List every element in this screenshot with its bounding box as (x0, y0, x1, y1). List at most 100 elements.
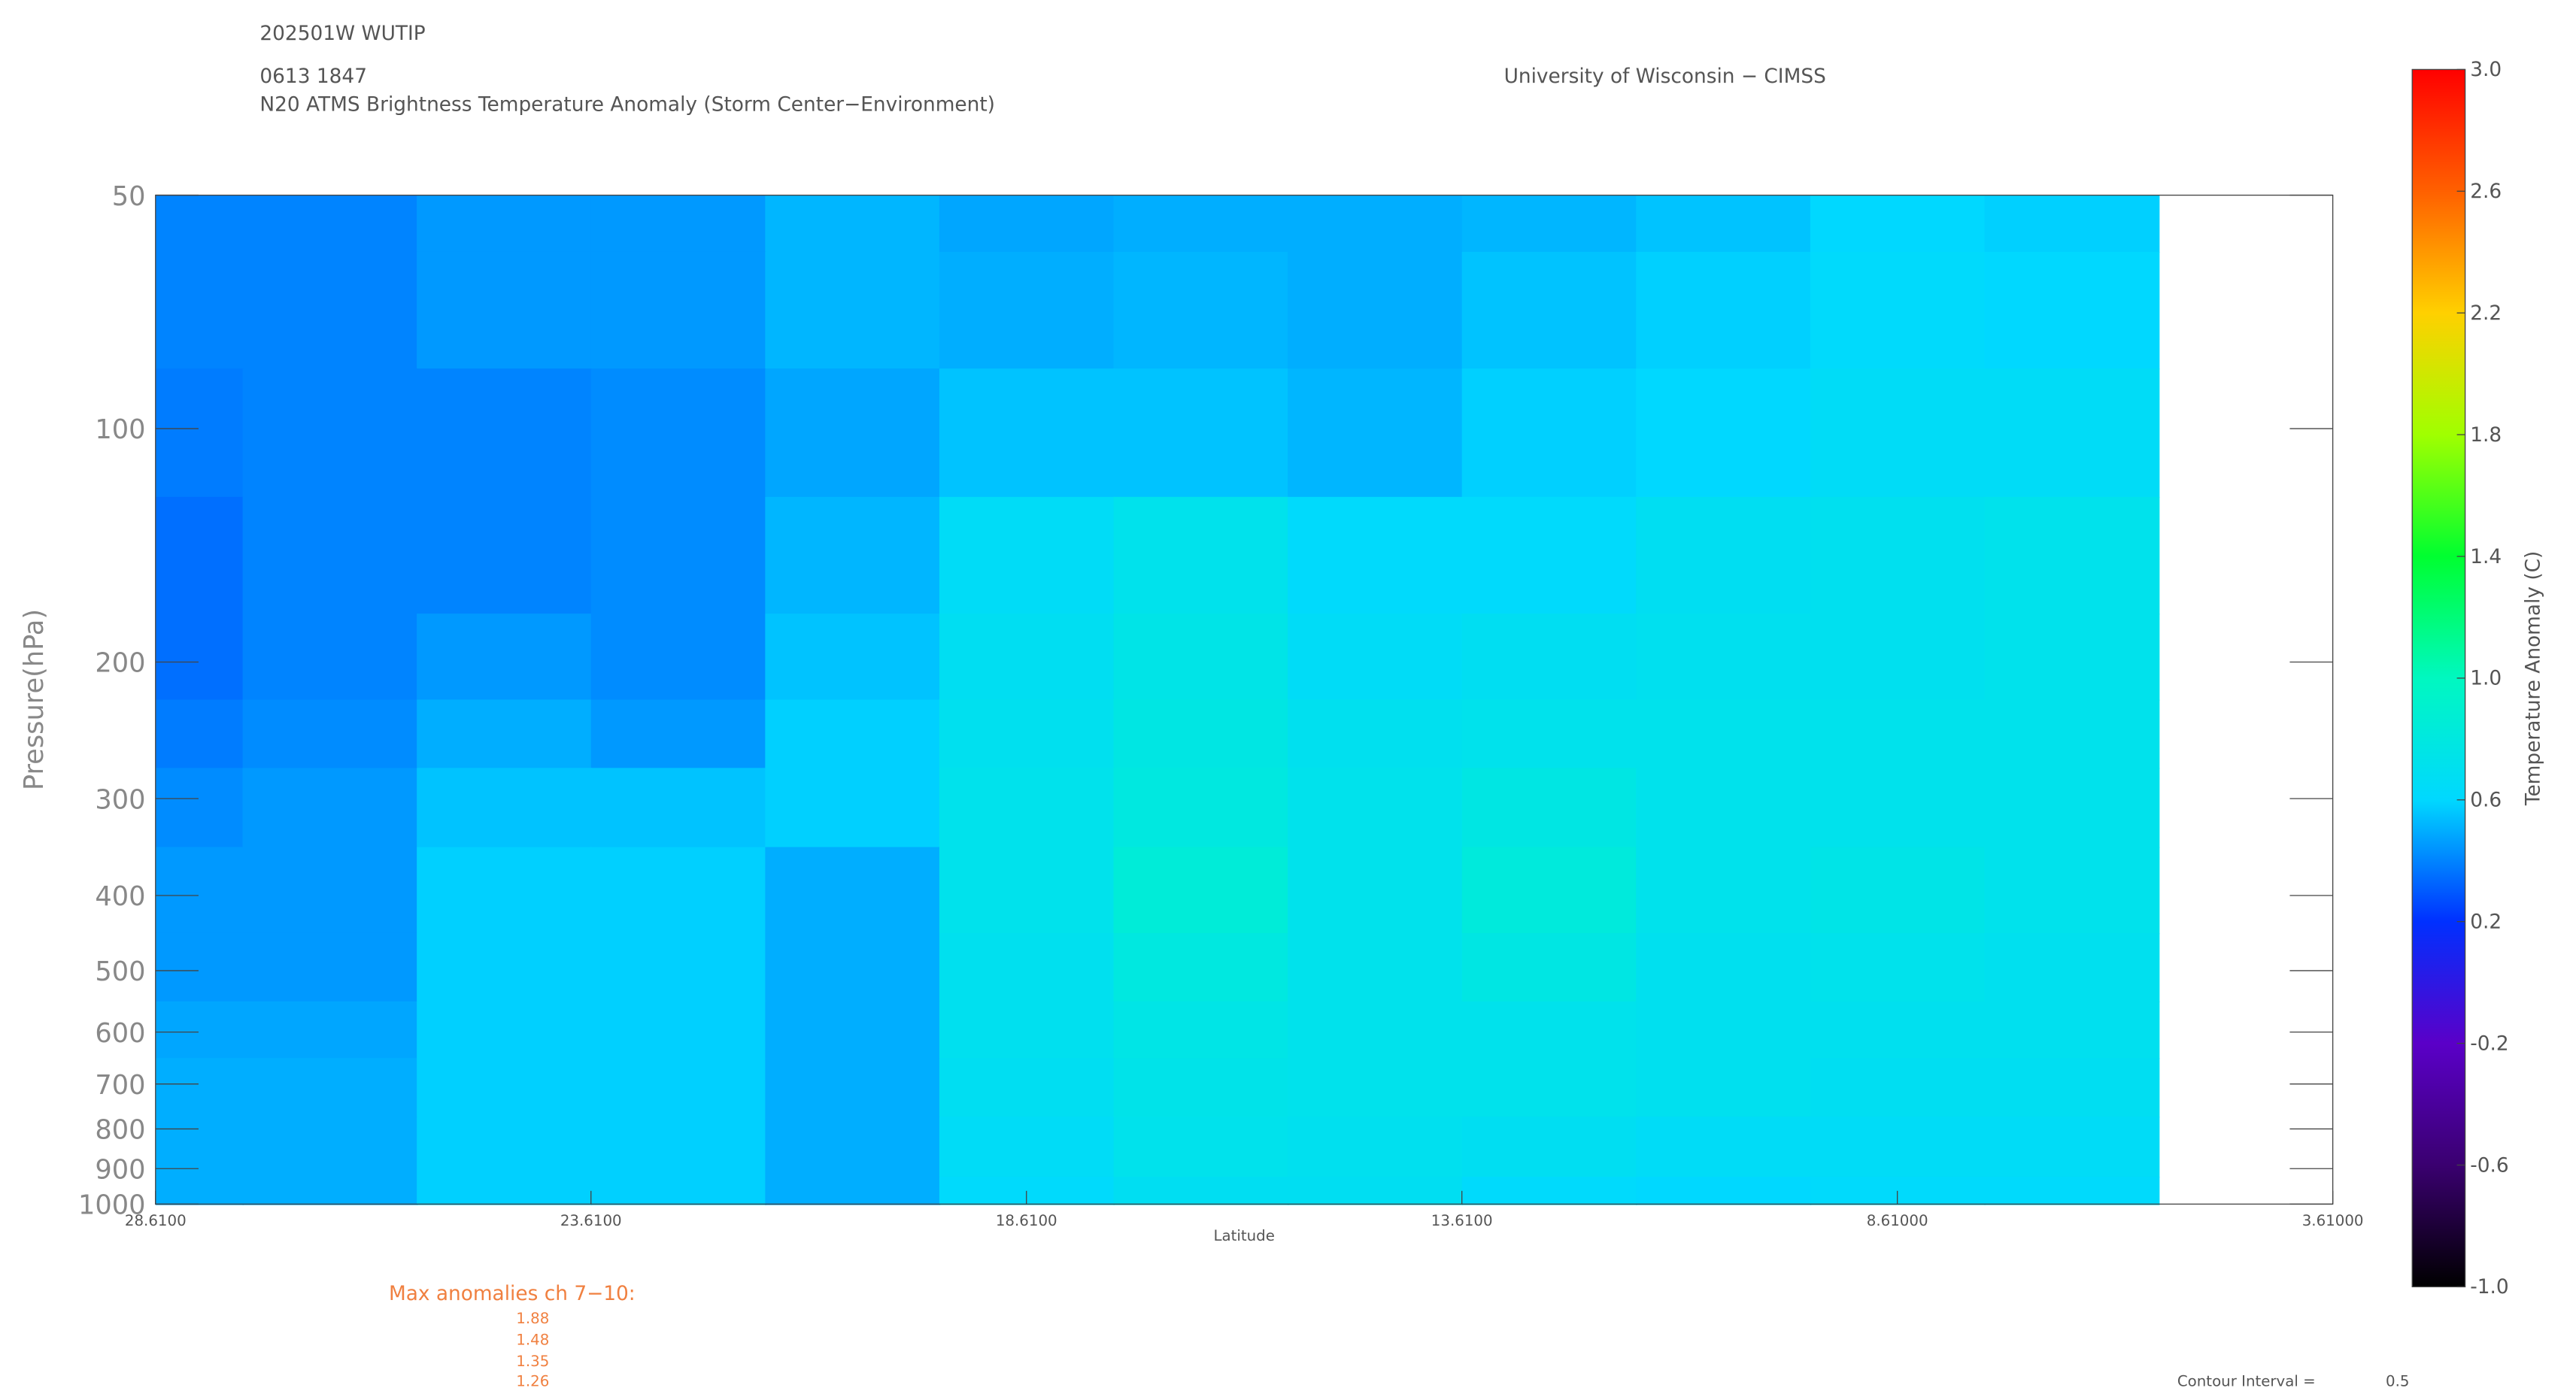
y-tick-label: 800 (95, 1115, 145, 1146)
anomaly-cell (1810, 251, 1986, 370)
anomaly-cell (590, 195, 766, 253)
anomaly-cell (242, 699, 418, 769)
anomaly-cell (242, 847, 418, 935)
anomaly-cell (1984, 1001, 2160, 1059)
anomaly-cell (939, 195, 1115, 253)
anomaly-cell (1113, 496, 1289, 615)
anomaly-cell (1461, 1177, 1637, 1205)
anomaly-cell (1810, 1058, 1986, 1118)
anomaly-cell (939, 1117, 1115, 1178)
anomaly-cell (1984, 195, 2160, 253)
anomaly-cell (1636, 699, 1812, 769)
anomaly-cell (1288, 1058, 1464, 1118)
anomaly-cell (1288, 1001, 1464, 1059)
anomaly-cell (765, 1058, 941, 1118)
anomaly-cell (417, 1001, 593, 1059)
colorbar-tick-label: 0.6 (2470, 789, 2502, 812)
anomaly-cell (590, 1117, 766, 1178)
colorbar-label: Temperature Anomaly (C) (2523, 551, 2545, 807)
contour-interval-label: Contour Interval = (2177, 1372, 2316, 1389)
anomaly-cell (1288, 496, 1464, 615)
anomaly-cell (1288, 368, 1464, 499)
anomaly-cell (939, 768, 1115, 848)
anomaly-cell (1810, 496, 1986, 615)
anomaly-cell (1461, 195, 1637, 253)
anomaly-cell (1810, 1117, 1986, 1178)
anomaly-cell (155, 496, 244, 615)
y-tick-label: 50 (112, 181, 146, 212)
anomaly-cell (765, 1117, 941, 1178)
anomaly-cell (1636, 1001, 1812, 1059)
anomaly-cell (590, 847, 766, 935)
colorbar-tick-label: 1.4 (2470, 546, 2502, 568)
anomaly-cell (1984, 699, 2160, 769)
anomaly-cell (1984, 251, 2160, 370)
anomaly-cell (590, 768, 766, 848)
anomaly-cell (242, 195, 418, 253)
anomaly-cell (1461, 614, 1637, 701)
x-tick-label: 13.6100 (1431, 1212, 1493, 1229)
anomaly-cell (1984, 368, 2160, 499)
y-tick-label: 900 (95, 1154, 145, 1185)
anomaly-cell (155, 1177, 244, 1205)
anomaly-cell (765, 614, 941, 701)
anomaly-cell (590, 932, 766, 1003)
anomaly-cell (417, 368, 593, 499)
source: University of Wisconsin − CIMSS (1504, 65, 1826, 88)
anomaly-cell (242, 251, 418, 370)
max-anomaly: 1.35 (516, 1353, 549, 1370)
y-tick-label: 100 (95, 414, 145, 445)
anomaly-cell (765, 1177, 941, 1205)
anomaly-cell (1810, 699, 1986, 769)
anomaly-cell (590, 368, 766, 499)
time: 0613 1847 (259, 65, 367, 88)
anomaly-cell (1984, 1058, 2160, 1118)
anomaly-cell (1636, 614, 1812, 701)
anomaly-cell (1984, 847, 2160, 935)
anomaly-cell (939, 614, 1115, 701)
anomaly-cell (1113, 195, 1289, 253)
anomaly-cell (1810, 768, 1986, 848)
y-tick-label: 300 (95, 784, 145, 815)
anomaly-cell (1113, 1001, 1289, 1059)
anomaly-cell (1984, 496, 2160, 615)
anomaly-cell (242, 614, 418, 701)
anomaly-cell (590, 614, 766, 701)
colorbar-tick-label: -1.0 (2470, 1276, 2508, 1299)
anomaly-cell (417, 195, 593, 253)
anomaly-cell (1288, 1177, 1464, 1205)
y-tick-label: 700 (95, 1070, 145, 1101)
colorbar-tick-label: 3.0 (2470, 59, 2502, 81)
x-tick-label: 28.6100 (125, 1212, 187, 1229)
anomaly-cell (1113, 1058, 1289, 1118)
title: N20 ATMS Brightness Temperature Anomaly … (259, 93, 995, 116)
anomaly-cell (1636, 768, 1812, 848)
anomaly-cell (1636, 1058, 1812, 1118)
anomaly-cell (765, 932, 941, 1003)
anomaly-cell (765, 195, 941, 253)
anomaly-cell (1461, 699, 1637, 769)
x-tick-label: 18.6100 (996, 1212, 1057, 1229)
contour-interval: 0.5 (2386, 1372, 2409, 1389)
max-anomaly: 1.88 (516, 1310, 549, 1327)
anomaly-cell (1113, 768, 1289, 848)
anomaly-cell (1461, 768, 1637, 848)
anomaly-cell (242, 1058, 418, 1118)
anomaly-cell (1113, 368, 1289, 499)
x-axis-label: Latitude (1213, 1227, 1274, 1244)
anomaly-cell (939, 251, 1115, 370)
anomaly-cell (417, 932, 593, 1003)
anomaly-cell (417, 1058, 593, 1118)
anomaly-cell (1113, 1117, 1289, 1178)
anomaly-cell (939, 1001, 1115, 1059)
anomaly-cell (417, 768, 593, 848)
max-anomaly: 1.26 (516, 1372, 549, 1389)
anomaly-cell (590, 1058, 766, 1118)
anomaly-cell (939, 847, 1115, 935)
anomaly-cell (1288, 932, 1464, 1003)
y-tick-label: 1000 (78, 1190, 146, 1221)
anomaly-cell (1636, 1177, 1812, 1205)
anomaly-cell (242, 496, 418, 615)
anomaly-cell (242, 1117, 418, 1178)
anomaly-cell (1288, 699, 1464, 769)
